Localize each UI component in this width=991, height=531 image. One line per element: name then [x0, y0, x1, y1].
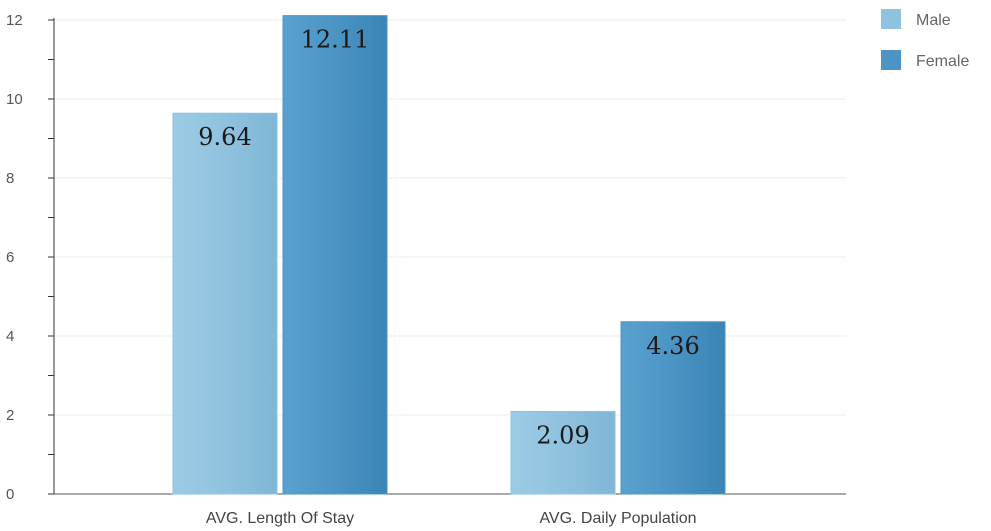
y-tick-label: 2 [6, 407, 14, 424]
bar-male-0 [172, 112, 278, 495]
x-category-label: AVG. Length Of Stay [206, 510, 354, 527]
labels: 0 2 4 6 8 10 12 9.64 12.11 AVG. Length Of Stay 2.0… [6, 12, 700, 527]
legend-swatch-male [881, 9, 901, 29]
y-tick-label: 12 [6, 12, 23, 29]
legend-label-male: Male [916, 12, 951, 29]
bars [172, 15, 726, 495]
data-label: 2.09 [536, 421, 589, 449]
y-tick-label: 6 [6, 249, 14, 266]
y-tick-label: 0 [6, 486, 14, 503]
y-tick-label: 8 [6, 170, 14, 187]
legend-swatch-female [881, 50, 901, 70]
x-category-label: AVG. Daily Population [539, 510, 696, 527]
data-label: 4.36 [646, 332, 699, 360]
legend: Male Female [881, 9, 969, 70]
bar-female-1 [620, 321, 726, 495]
bar-male-1 [510, 410, 616, 495]
y-tick-label: 10 [6, 91, 23, 108]
axes [48, 18, 846, 495]
bar-female-0 [282, 15, 388, 495]
y-tick-label: 4 [6, 328, 14, 345]
legend-label-female: Female [916, 53, 969, 70]
data-label: 12.11 [301, 26, 370, 54]
data-label: 9.64 [198, 123, 251, 151]
